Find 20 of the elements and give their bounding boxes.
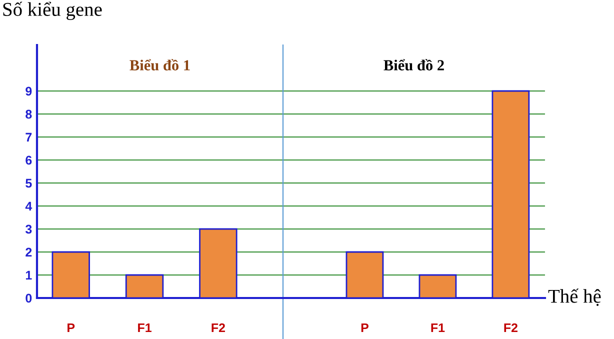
y-tick-label: 4 [25,202,32,211]
y-tick-label: 7 [26,132,32,142]
x-tick-label: F2 [504,323,518,332]
x-tick-label: P [68,323,75,332]
y-tick-label: 5 [26,178,32,188]
x-tick-label: P [361,323,368,332]
x-tick-label: F1 [431,323,445,332]
y-tick-label: 6 [26,156,32,165]
x-axis-title: Thế hệ [548,288,601,306]
y-tick-label: 1 [26,270,32,280]
x-tick-label: F1 [138,323,152,332]
x-tick-label: F2 [212,323,225,332]
y-tick-label: 0 [26,294,32,303]
y-axis-title: Số kiểu gene [3,2,102,20]
text: Biểu đồ 2 [384,59,444,70]
y-tick-label: 3 [25,224,32,234]
y-tick-label: 2 [26,248,32,257]
text: Biểu đồ 1 [130,59,190,70]
y-tick-label: 9 [26,86,32,96]
y-tick-label: 8 [26,110,32,119]
